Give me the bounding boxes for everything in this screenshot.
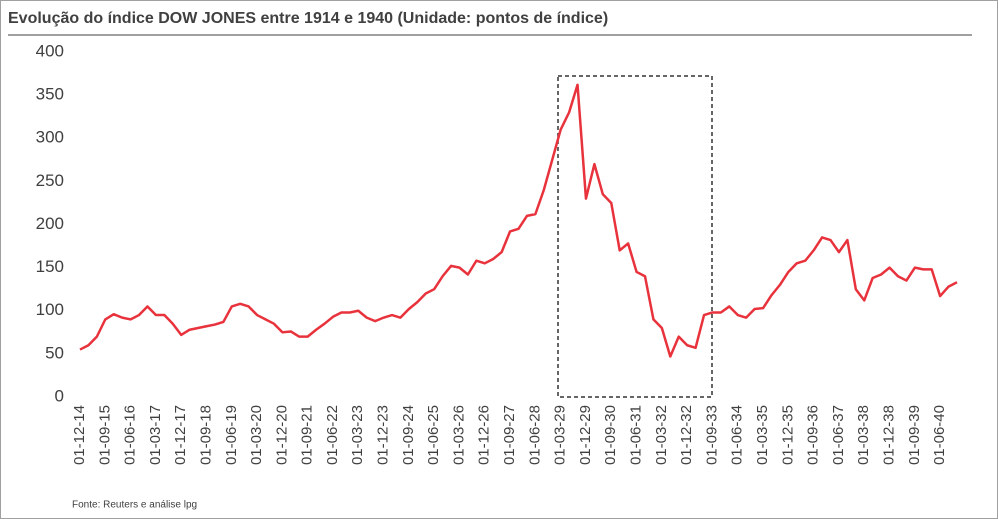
x-tick-label: 01-06-19: [223, 405, 240, 465]
x-tick-label: 01-06-34: [729, 405, 746, 465]
x-tick-label: 01-03-38: [855, 405, 872, 465]
x-tick-label: 01-06-28: [526, 405, 543, 465]
x-tick-label: 01-12-35: [779, 405, 796, 465]
x-tick-label: 01-12-29: [577, 405, 594, 465]
x-tick-label: 01-09-27: [501, 405, 518, 465]
y-tick-label: 50: [45, 343, 64, 362]
source-note: Fonte: Reuters e análise lpg: [72, 500, 197, 511]
x-tick-label: 01-12-14: [71, 405, 88, 465]
y-tick-label: 300: [36, 128, 64, 147]
x-tick-label: 01-09-24: [400, 405, 417, 465]
x-tick-label: 01-09-15: [96, 405, 113, 465]
x-tick-label: 01-09-39: [906, 405, 923, 465]
y-tick-label: 0: [55, 386, 64, 405]
x-tick-label: 01-06-31: [628, 405, 645, 465]
x-tick-label: 01-06-37: [830, 405, 847, 465]
x-tick-label: 01-09-36: [805, 405, 822, 465]
chart-title: Evolução do índice DOW JONES entre 1914 …: [8, 10, 608, 27]
y-tick-label: 350: [36, 85, 64, 104]
x-tick-label: 01-03-23: [349, 405, 366, 465]
x-tick-label: 01-12-20: [273, 405, 290, 465]
x-tick-label: 01-09-21: [299, 405, 316, 465]
y-tick-label: 200: [36, 214, 64, 233]
x-tick-label: 01-06-16: [122, 405, 139, 465]
x-tick-label: 01-06-25: [425, 405, 442, 465]
x-tick-label: 01-12-26: [476, 405, 493, 465]
x-tick-label: 01-12-23: [375, 405, 392, 465]
x-tick-label: 01-03-29: [552, 405, 569, 465]
x-tick-label: 01-03-20: [248, 405, 265, 465]
x-tick-label: 01-03-26: [450, 405, 467, 465]
x-tick-label: 01-12-38: [881, 405, 898, 465]
x-tick-label: 01-06-22: [324, 405, 341, 465]
x-tick-label: 01-09-18: [197, 405, 214, 465]
x-tick-label: 01-09-33: [703, 405, 720, 465]
x-tick-label: 01-12-17: [172, 405, 189, 465]
x-tick-label: 01-12-32: [678, 405, 695, 465]
y-tick-label: 400: [36, 41, 64, 60]
y-tick-label: 150: [36, 257, 64, 276]
x-tick-label: 01-03-32: [653, 405, 670, 465]
x-tick-label: 01-03-35: [754, 405, 771, 465]
x-tick-label: 01-06-40: [931, 405, 948, 465]
highlight-box: [557, 75, 713, 398]
y-tick-label: 250: [36, 171, 64, 190]
y-tick-label: 100: [36, 300, 64, 319]
x-tick-label: 01-09-30: [602, 405, 619, 465]
x-tick-label: 01-03-17: [147, 405, 164, 465]
data-line: [79, 83, 958, 358]
